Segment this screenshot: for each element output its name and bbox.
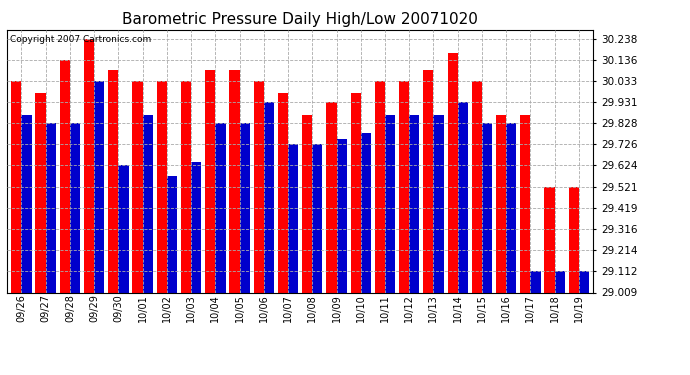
Bar <box>60 60 70 292</box>
Bar <box>157 81 167 292</box>
Bar <box>11 81 21 292</box>
Bar <box>326 102 337 292</box>
Bar <box>409 115 420 292</box>
Bar <box>569 187 579 292</box>
Bar <box>167 176 177 292</box>
Bar <box>46 123 56 292</box>
Bar <box>457 102 468 292</box>
Bar <box>302 115 313 292</box>
Bar <box>132 81 143 292</box>
Bar <box>579 271 589 292</box>
Bar <box>313 144 322 292</box>
Bar <box>496 115 506 292</box>
Bar <box>191 162 201 292</box>
Bar <box>288 144 298 292</box>
Bar <box>229 70 239 292</box>
Bar <box>351 93 361 292</box>
Bar <box>482 123 492 292</box>
Bar <box>215 123 226 292</box>
Bar <box>239 123 250 292</box>
Bar <box>472 81 482 292</box>
Bar <box>544 187 555 292</box>
Text: Copyright 2007 Cartronics.com: Copyright 2007 Cartronics.com <box>10 35 151 44</box>
Bar <box>520 115 531 292</box>
Bar <box>361 133 371 292</box>
Bar <box>254 81 264 292</box>
Bar <box>433 115 444 292</box>
Bar <box>423 70 433 292</box>
Bar <box>555 271 565 292</box>
Bar <box>35 93 46 292</box>
Title: Barometric Pressure Daily High/Low 20071020: Barometric Pressure Daily High/Low 20071… <box>122 12 478 27</box>
Bar <box>506 123 516 292</box>
Bar <box>205 70 215 292</box>
Bar <box>94 81 104 292</box>
Bar <box>119 165 128 292</box>
Bar <box>264 102 274 292</box>
Bar <box>108 70 119 292</box>
Bar <box>181 81 191 292</box>
Bar <box>385 115 395 292</box>
Bar <box>337 140 346 292</box>
Bar <box>531 271 540 292</box>
Bar <box>278 93 288 292</box>
Bar <box>375 81 385 292</box>
Bar <box>399 81 409 292</box>
Bar <box>84 39 94 292</box>
Bar <box>70 123 80 292</box>
Bar <box>448 53 457 292</box>
Bar <box>21 115 32 292</box>
Bar <box>143 115 152 292</box>
